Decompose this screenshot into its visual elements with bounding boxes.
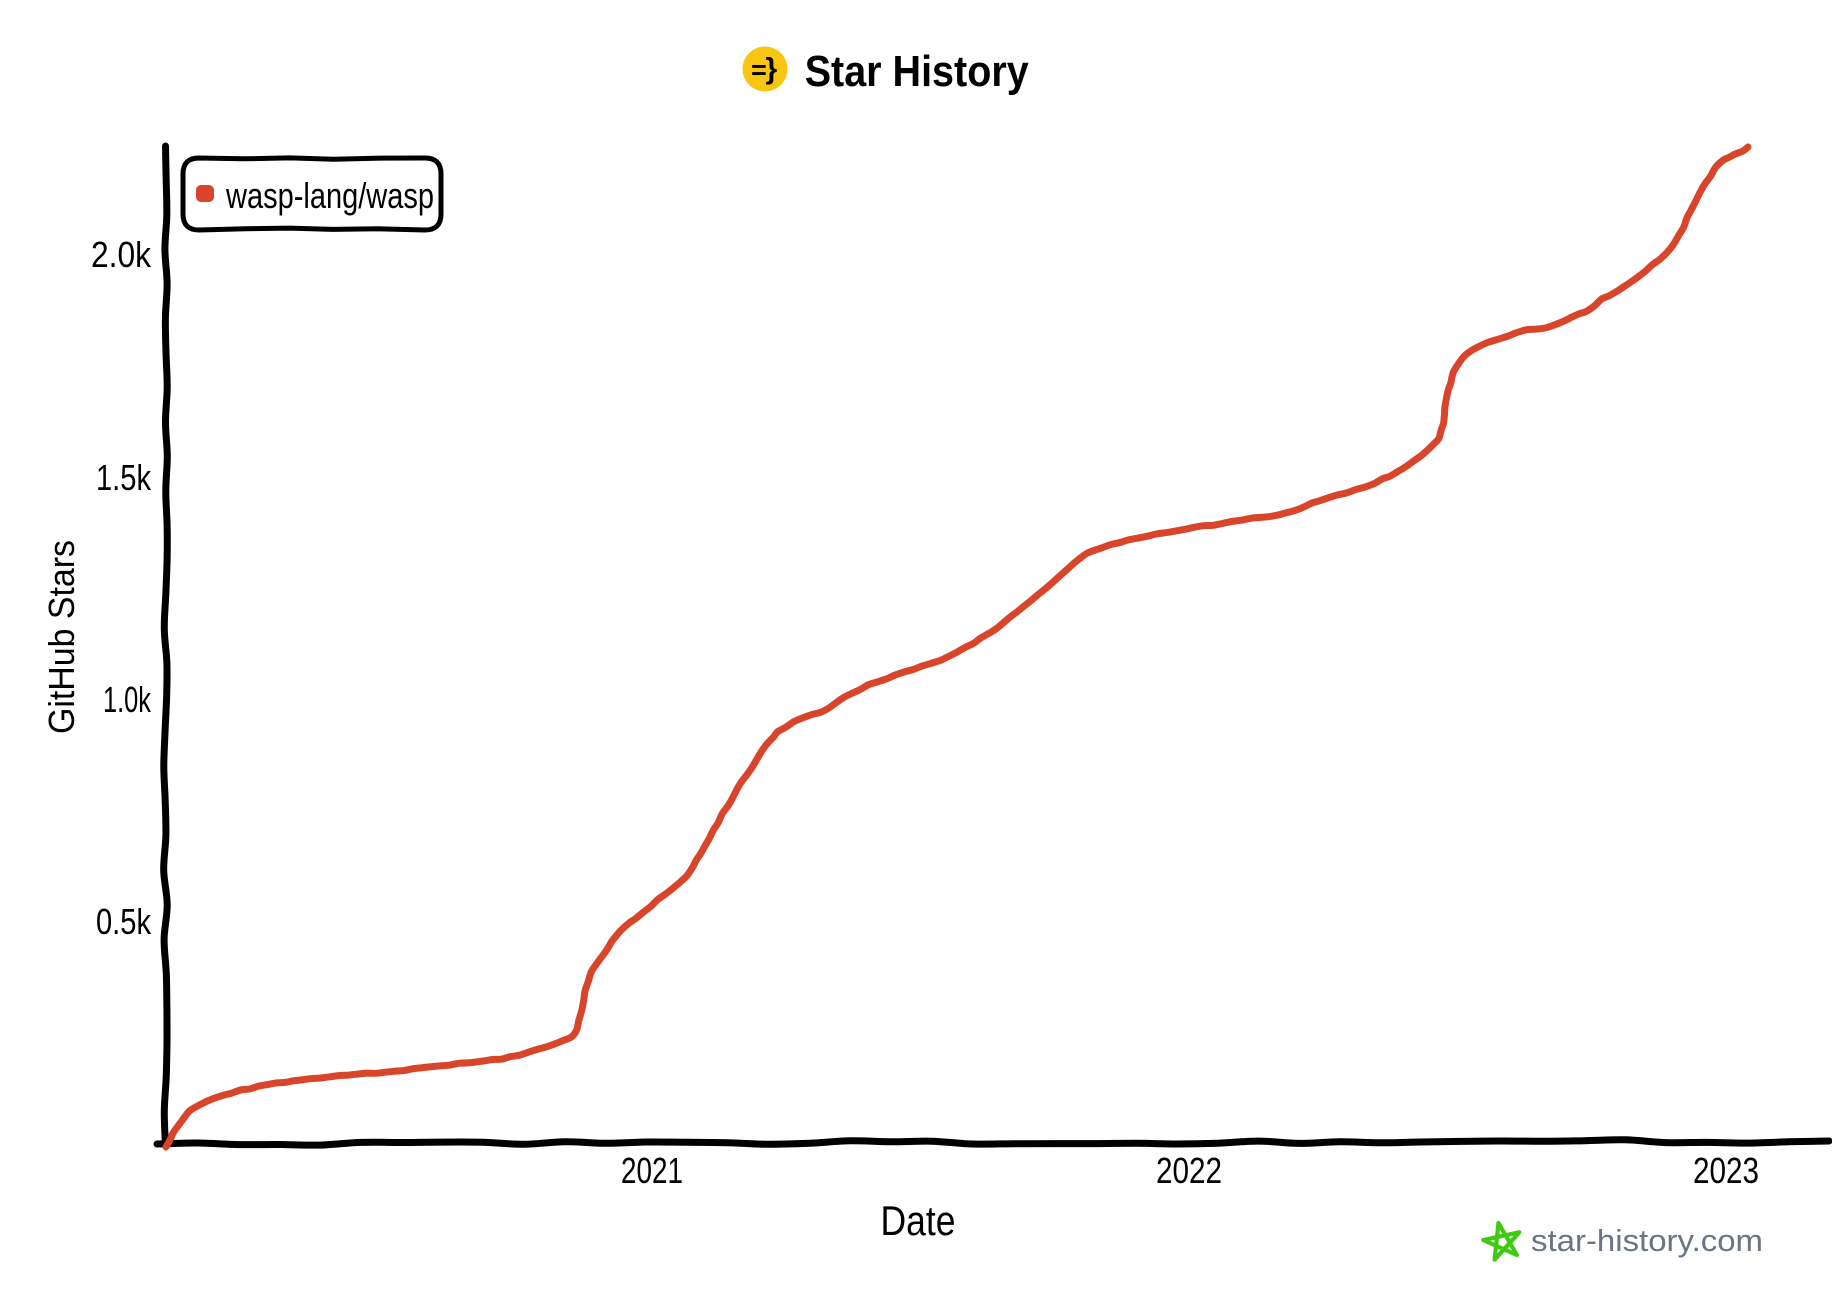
svg-text:2.0k: 2.0k [91, 234, 152, 275]
svg-text:1.0k: 1.0k [103, 679, 152, 720]
svg-text:1.5k: 1.5k [96, 457, 152, 498]
svg-text:Date: Date [881, 1197, 956, 1244]
svg-text:wasp-lang/wasp: wasp-lang/wasp [225, 175, 434, 216]
svg-text:}: } [766, 53, 778, 86]
svg-text:2022: 2022 [1156, 1150, 1222, 1191]
svg-text:2021: 2021 [621, 1150, 683, 1191]
svg-text:GitHub Stars: GitHub Stars [41, 540, 82, 734]
svg-text:Star History: Star History [805, 47, 1029, 96]
svg-text:2023: 2023 [1693, 1150, 1759, 1191]
svg-text:=: = [751, 55, 767, 85]
svg-text:0.5k: 0.5k [96, 901, 152, 942]
svg-text:star-history.com: star-history.com [1531, 1223, 1763, 1258]
